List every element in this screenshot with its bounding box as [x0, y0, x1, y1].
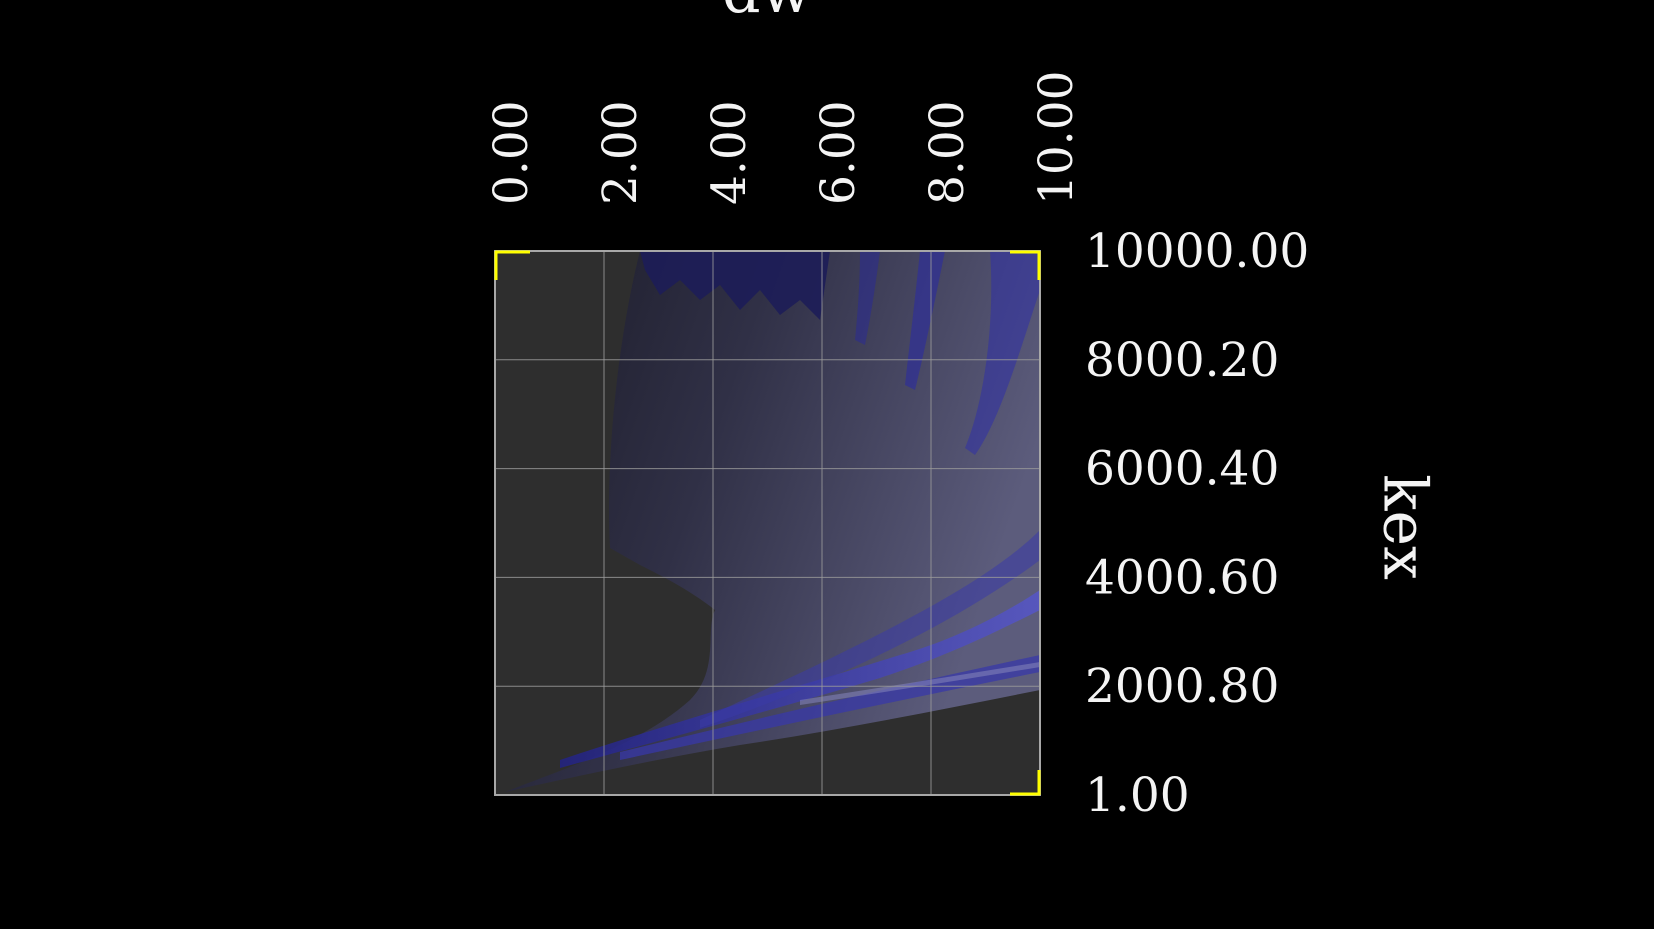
- surface-blue-streak-3: [855, 251, 880, 345]
- y-tick-label: 6000.40: [1085, 442, 1279, 497]
- x-axis-title: dw: [722, 0, 812, 27]
- y-axis-title: kex: [1369, 474, 1439, 580]
- x-tick-label: 6.00: [811, 100, 866, 205]
- y-tick-label: 2000.80: [1085, 659, 1279, 714]
- y-tick-labels: 10000.00 8000.20 6000.40 4000.60 2000.80 1.00: [1085, 224, 1309, 823]
- grid-lines: [495, 251, 1040, 795]
- surface-top-fringe: [640, 251, 830, 320]
- plot-border: [494, 250, 1041, 796]
- x-tick-labels: 0.00 2.00 4.00 6.00 8.00 10.00: [484, 70, 1084, 205]
- surface-layer: [505, 251, 1040, 792]
- surface-blue-streak-2: [965, 251, 1040, 455]
- surface-upper-band: [700, 530, 1040, 728]
- x-tick-label: 0.00: [484, 100, 539, 205]
- y-tick-label: 1.00: [1085, 768, 1190, 823]
- y-tick-label: 4000.60: [1085, 550, 1279, 605]
- surface-blue-band: [560, 590, 1040, 768]
- surface-blue-streak-1: [905, 251, 945, 390]
- y-tick-label: 10000.00: [1085, 224, 1309, 279]
- x-tick-label: 10.00: [1029, 70, 1084, 205]
- x-tick-label: 2.00: [593, 100, 648, 205]
- x-tick-label: 8.00: [920, 100, 975, 205]
- x-tick-label: 4.00: [702, 100, 757, 205]
- corner-markers: [494, 250, 1041, 796]
- surface-light-streak: [800, 662, 1040, 705]
- y-tick-label: 8000.20: [1085, 333, 1279, 388]
